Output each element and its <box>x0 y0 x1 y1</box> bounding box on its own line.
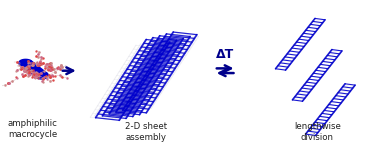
Text: ΔT: ΔT <box>216 48 234 61</box>
Text: amphiphilic
macrocycle: amphiphilic macrocycle <box>8 119 57 139</box>
Text: lengthwise
division: lengthwise division <box>294 122 341 142</box>
Text: 2-D sheet
assembly: 2-D sheet assembly <box>125 122 167 142</box>
